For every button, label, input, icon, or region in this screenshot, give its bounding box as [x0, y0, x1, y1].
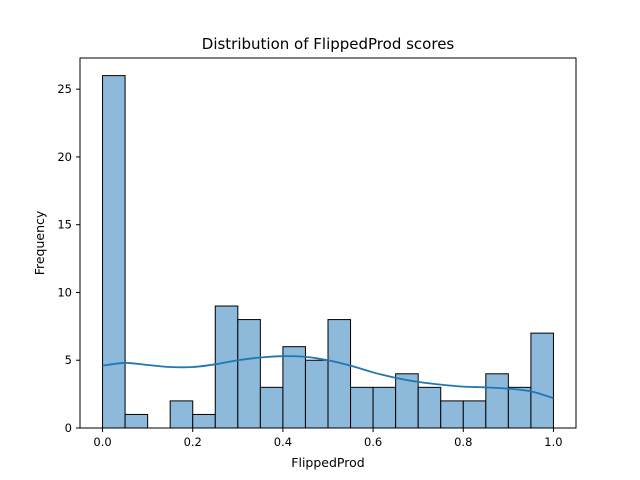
histogram-bar — [417, 386, 442, 429]
y-axis-label: Frequency — [32, 210, 47, 275]
x-tick-label: 0.4 — [274, 435, 292, 449]
y-tick-label: 10 — [57, 285, 72, 299]
y-tick-label: 0 — [65, 421, 72, 435]
y-tick-label: 5 — [65, 353, 72, 367]
chart-title: Distribution of FlippedProd scores — [202, 35, 455, 53]
histogram-bar — [259, 386, 284, 429]
histogram-bar — [169, 400, 194, 429]
x-tick-label: 0.8 — [454, 435, 472, 449]
bars-group — [102, 75, 554, 429]
histogram-bar — [462, 400, 487, 429]
histogram-bar — [304, 359, 329, 429]
histogram-bar — [327, 319, 352, 429]
x-tick-label: 0.6 — [364, 435, 382, 449]
y-tick-label: 25 — [57, 82, 72, 96]
histogram-bar — [282, 346, 306, 429]
y-tick-label: 20 — [57, 150, 72, 164]
x-axis-ticks: 0.0 0.2 0.4 0.6 0.8 1.0 — [93, 428, 563, 449]
y-tick-label: 15 — [57, 218, 72, 232]
histogram-bar — [124, 413, 149, 429]
histogram-bar — [237, 319, 261, 429]
histogram-bar — [372, 386, 397, 429]
kde-curve — [102, 355, 554, 400]
histogram-bar — [485, 373, 509, 429]
histogram-bar — [440, 400, 464, 429]
x-tick-label: 0.0 — [93, 435, 111, 449]
x-axis-label: FlippedProd — [291, 455, 364, 470]
histogram-bar — [214, 305, 239, 429]
x-tick-label: 1.0 — [544, 435, 562, 449]
histogram-bar — [350, 386, 374, 429]
x-tick-label: 0.2 — [184, 435, 202, 449]
histogram-bar — [530, 332, 554, 429]
histogram-bar — [102, 75, 126, 429]
histogram-bar — [507, 386, 532, 429]
y-axis-ticks: 0 5 10 15 20 25 — [57, 82, 80, 435]
histogram-bar — [192, 413, 216, 429]
plot-frame — [79, 57, 577, 429]
